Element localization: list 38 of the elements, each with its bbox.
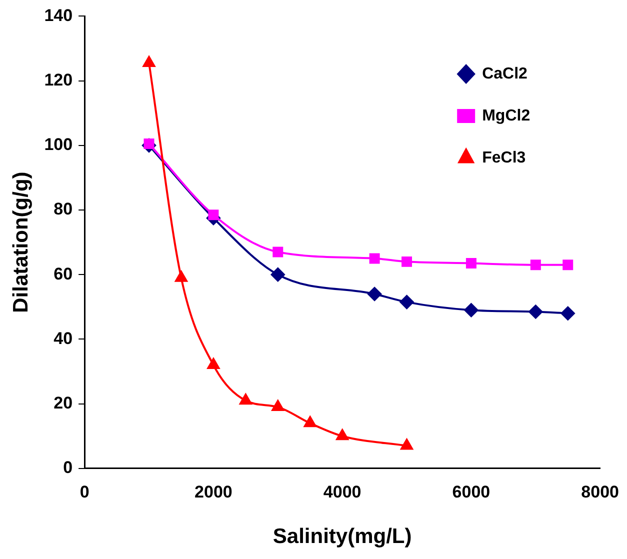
legend-label: CaCl2 <box>482 65 528 82</box>
y-tick-label: 140 <box>44 6 73 25</box>
point <box>175 270 188 282</box>
x-tick-label: 0 <box>80 482 90 502</box>
point <box>402 256 412 267</box>
point <box>272 246 284 258</box>
point <box>368 286 382 301</box>
point <box>207 358 220 370</box>
point <box>528 304 543 319</box>
x-tick-label: 6000 <box>452 482 490 502</box>
y-tick-label: 100 <box>44 135 73 154</box>
point <box>464 303 478 318</box>
point <box>400 438 413 450</box>
point <box>270 268 285 282</box>
y-tick-label: 40 <box>54 328 73 348</box>
point <box>466 258 476 269</box>
x-tick-label: 8000 <box>581 482 620 502</box>
point <box>208 210 219 220</box>
point <box>336 429 349 440</box>
legend-label: FeCl3 <box>482 149 526 166</box>
y-axis-title: Dilatation(g/g) <box>9 172 32 313</box>
point <box>304 416 316 428</box>
point <box>272 400 284 412</box>
x-tick-label: 4000 <box>323 482 362 502</box>
y-tick-label: 20 <box>54 393 73 412</box>
point <box>400 295 414 310</box>
y-tick-label: 60 <box>54 264 73 284</box>
point <box>562 260 574 270</box>
y-tick-label: 0 <box>63 458 73 478</box>
y-tick-label: 80 <box>54 200 73 219</box>
point <box>530 260 541 270</box>
legend-label: MgCl2 <box>482 107 530 124</box>
point <box>369 253 380 264</box>
point <box>239 394 252 405</box>
x-tick-label: 2000 <box>194 482 232 502</box>
point <box>560 306 575 320</box>
y-tick-label: 120 <box>44 70 73 90</box>
x-axis-title: Salinity(mg/L) <box>272 525 412 548</box>
